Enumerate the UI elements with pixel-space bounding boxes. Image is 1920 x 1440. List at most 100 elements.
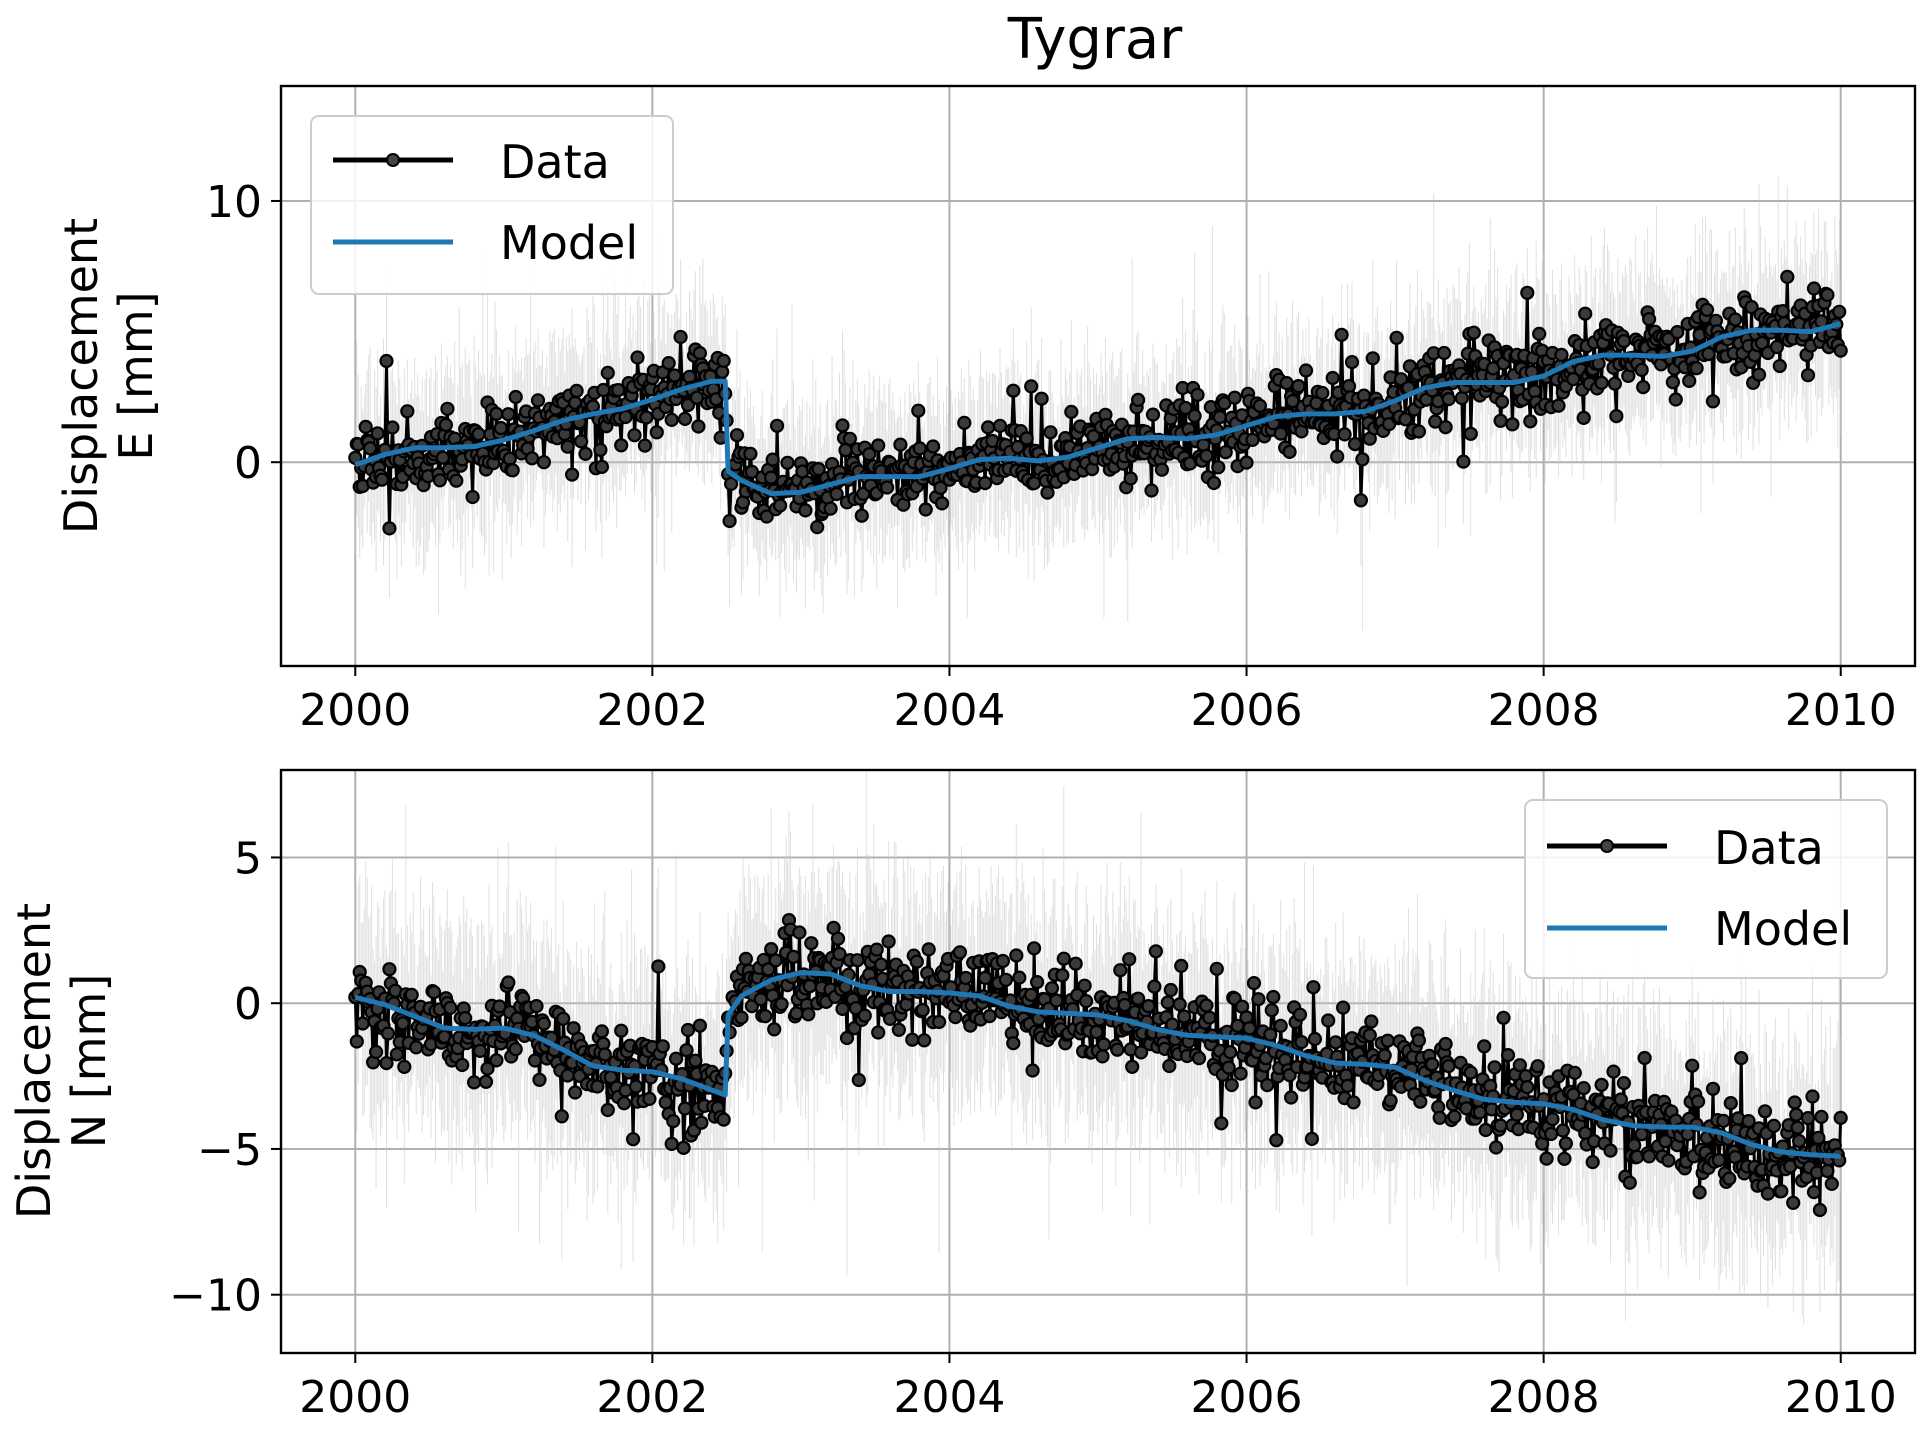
data-point — [1555, 1123, 1571, 1138]
data-point — [1340, 1078, 1355, 1093]
data-point — [1024, 379, 1039, 394]
data-point — [1264, 1003, 1279, 1018]
data-point — [455, 1057, 470, 1073]
data-point — [918, 502, 933, 517]
data-point — [1380, 1033, 1395, 1048]
data-point — [1202, 1010, 1217, 1025]
data-point — [1800, 1110, 1816, 1126]
x-tick-label: 2000 — [299, 1372, 411, 1423]
data-point — [1141, 998, 1156, 1014]
data-point — [1006, 1036, 1021, 1051]
data-point — [977, 476, 993, 491]
data-point — [1432, 1110, 1447, 1125]
data-point — [1566, 372, 1581, 387]
data-point — [1223, 1045, 1238, 1060]
data-point — [1722, 1171, 1737, 1186]
data-point — [1334, 327, 1349, 342]
data-point — [1273, 1018, 1288, 1034]
panel-east: 2000 2002 2004 2006 2008 2010 10 0 Displacement… — [54, 84, 1917, 736]
data-point — [1125, 1059, 1140, 1074]
data-point — [851, 1072, 866, 1088]
data-point — [1772, 358, 1787, 374]
data-point — [432, 473, 447, 488]
data-point — [1212, 410, 1227, 425]
data-point — [1199, 998, 1214, 1013]
data-point — [802, 979, 817, 994]
data-point — [1160, 995, 1175, 1010]
data-point — [734, 1010, 749, 1025]
data-point — [1110, 1042, 1125, 1057]
data-point — [524, 451, 540, 466]
data-point — [1221, 1060, 1236, 1075]
data-point — [692, 1018, 708, 1033]
data-point — [1496, 1010, 1511, 1025]
data-point — [471, 427, 486, 442]
model-line-north — [354, 970, 1841, 1159]
x-tick-label: 2004 — [893, 685, 1005, 736]
data-point — [676, 1140, 691, 1156]
data-point — [1805, 1089, 1820, 1104]
data-point — [639, 410, 654, 425]
data-point — [1095, 1049, 1110, 1064]
data-point — [1330, 449, 1345, 464]
data-point — [1567, 1065, 1582, 1081]
data-point — [1077, 978, 1092, 993]
data-point — [1436, 345, 1452, 361]
data-point — [1607, 376, 1623, 391]
data-point — [594, 459, 610, 474]
data-point — [1791, 1133, 1807, 1149]
data-point — [1692, 1185, 1707, 1200]
data-point — [995, 953, 1011, 969]
data-point — [1162, 1058, 1177, 1074]
data-point — [1824, 1176, 1839, 1192]
data-point — [1347, 437, 1363, 452]
data-point — [1716, 1113, 1731, 1129]
data-point — [1766, 1118, 1782, 1134]
data-point — [1304, 1131, 1320, 1147]
data-point — [358, 419, 373, 434]
data-point — [694, 1115, 709, 1130]
data-layer-east — [348, 176, 1848, 631]
data-point — [789, 1006, 804, 1021]
data-point — [379, 353, 394, 369]
x-tick-label: 2004 — [893, 1372, 1005, 1423]
y-axis-label-east-line1: Displacement — [54, 218, 108, 534]
data-point — [982, 1008, 997, 1024]
data-point — [1833, 343, 1848, 358]
data-point — [758, 1009, 773, 1024]
data-point — [917, 1033, 932, 1048]
data-point — [1012, 970, 1027, 985]
data-point — [1263, 1027, 1278, 1042]
data-point — [1477, 1039, 1492, 1054]
data-point — [905, 1032, 920, 1047]
data-point — [786, 949, 801, 965]
data-point — [385, 420, 400, 435]
data-point — [1680, 1127, 1695, 1142]
data-point — [1260, 1077, 1275, 1093]
data-point — [1096, 1037, 1112, 1052]
data-point — [649, 425, 664, 440]
data-point — [1024, 987, 1039, 1002]
data-point — [1086, 429, 1101, 444]
data-point — [1520, 1079, 1535, 1095]
x-tick-label: 2008 — [1488, 1372, 1600, 1423]
data-point — [1233, 1066, 1248, 1081]
data-point — [1187, 408, 1202, 423]
data-point — [1539, 1151, 1554, 1166]
data-point — [1627, 1138, 1642, 1153]
data-point — [1206, 475, 1222, 491]
data-point — [655, 1039, 670, 1054]
data-point — [1191, 1051, 1207, 1066]
panel-north: 2000 2002 2004 2006 2008 2010 5 0 −5 −10 Displace… — [7, 768, 1917, 1423]
data-point — [811, 462, 826, 477]
data-point — [642, 1091, 657, 1107]
data-point — [508, 1042, 523, 1057]
data-point — [925, 439, 941, 454]
data-point — [1199, 448, 1214, 463]
data-point — [869, 942, 884, 957]
data-point — [379, 1055, 394, 1071]
data-point — [1594, 375, 1609, 390]
data-point — [871, 438, 886, 453]
data-point — [1668, 392, 1683, 407]
data-point — [1428, 414, 1443, 429]
